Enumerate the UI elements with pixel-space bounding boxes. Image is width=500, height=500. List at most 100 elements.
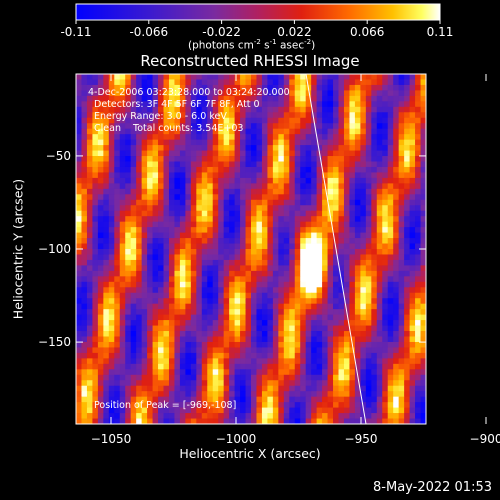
heatmap-cell: [147, 227, 153, 233]
heatmap-cell: [125, 320, 132, 326]
heatmap-cell: [294, 331, 301, 337]
heatmap-cell: [371, 396, 378, 403]
heatmap-cell: [152, 205, 159, 212]
heatmap-cell: [207, 106, 214, 113]
heatmap-cell: [404, 363, 410, 370]
heatmap-cell: [343, 188, 350, 195]
heatmap-cell: [218, 396, 225, 403]
heatmap-cell: [152, 358, 159, 365]
heatmap-cell: [152, 183, 159, 190]
heatmap-cell: [103, 407, 110, 414]
heatmap-cell: [294, 320, 301, 326]
heatmap-cell: [163, 139, 170, 146]
heatmap-cell: [185, 128, 192, 135]
heatmap-cell: [354, 84, 361, 91]
heatmap-cell: [76, 303, 82, 310]
heatmap-cell: [343, 117, 350, 124]
heatmap-cell: [360, 391, 367, 398]
heatmap-cell: [229, 259, 235, 266]
heatmap-cell: [261, 352, 268, 359]
heatmap-cell: [382, 243, 389, 250]
heatmap-cell: [294, 205, 301, 212]
heatmap-cell: [152, 74, 159, 80]
heatmap-cell: [371, 183, 378, 190]
heatmap-cell: [283, 139, 290, 146]
heatmap-cell: [168, 374, 175, 381]
heatmap-cell: [360, 314, 367, 321]
heatmap-cell: [305, 363, 312, 370]
heatmap-cell: [267, 227, 274, 233]
heatmap-cell: [212, 79, 219, 86]
heatmap-cell: [86, 374, 93, 381]
heatmap-cell: [185, 396, 192, 403]
heatmap-cell: [114, 177, 121, 184]
heatmap-cell: [398, 292, 405, 299]
heatmap-cell: [152, 374, 159, 381]
heatmap-cell: [354, 166, 361, 173]
heatmap-cell: [360, 177, 367, 184]
heatmap-cell: [97, 352, 104, 359]
heatmap-cell: [81, 79, 88, 86]
heatmap-cell: [152, 385, 159, 392]
heatmap-cell: [218, 199, 225, 206]
heatmap-cell: [387, 320, 394, 326]
heatmap-cell: [223, 336, 230, 343]
heatmap-cell: [229, 183, 235, 190]
heatmap-cell: [185, 385, 192, 392]
heatmap-cell: [404, 79, 410, 86]
heatmap-cell: [409, 249, 416, 255]
heatmap-cell: [229, 95, 235, 102]
heatmap-cell: [76, 259, 82, 266]
heatmap-cell: [103, 79, 110, 86]
heatmap-cell: [147, 188, 153, 195]
heatmap-cell: [294, 249, 301, 255]
heatmap-cell: [267, 259, 274, 266]
heatmap-cell: [283, 325, 290, 332]
heatmap-cell: [338, 232, 345, 239]
heatmap-cell: [333, 79, 339, 86]
heatmap-cell: [398, 259, 405, 266]
heatmap-cell: [136, 341, 143, 348]
heatmap-cell: [371, 84, 378, 91]
heatmap-cell: [251, 385, 257, 392]
heatmap-cell: [371, 309, 378, 316]
heatmap-cell: [338, 95, 345, 102]
heatmap-cell: [256, 199, 263, 206]
heatmap-cell: [360, 369, 367, 376]
heatmap-cell: [196, 418, 203, 425]
heatmap-cell: [393, 134, 400, 141]
heatmap-cell: [76, 117, 82, 124]
heatmap-cell: [333, 413, 339, 419]
heatmap-cell: [185, 84, 192, 91]
heatmap-cell: [283, 363, 290, 370]
heatmap-cell: [147, 74, 153, 80]
heatmap-cell: [278, 287, 285, 294]
heatmap-cell: [349, 79, 356, 86]
heatmap-cell: [76, 232, 82, 239]
heatmap-cell: [119, 380, 126, 387]
heatmap-cell: [261, 161, 268, 168]
heatmap-cell: [168, 407, 175, 414]
heatmap-cell: [409, 320, 416, 326]
heatmap-cell: [207, 134, 214, 141]
heatmap-cell: [223, 276, 230, 283]
y-tick-label: −150: [38, 335, 71, 349]
heatmap-cell: [251, 221, 257, 228]
heatmap-cell: [163, 418, 170, 425]
heatmap-cell: [223, 249, 230, 255]
heatmap-cell: [305, 150, 312, 157]
heatmap-cell: [267, 320, 274, 326]
heatmap-cell: [141, 281, 148, 288]
heatmap-cell: [333, 259, 339, 266]
heatmap-cell: [92, 74, 99, 80]
heatmap-cell: [207, 205, 214, 212]
heatmap-cell: [393, 188, 400, 195]
heatmap-cell: [141, 134, 148, 141]
heatmap-cell: [305, 407, 312, 414]
heatmap-cell: [327, 287, 334, 294]
heatmap-cell: [196, 380, 203, 387]
heatmap-cell: [398, 352, 405, 359]
heatmap-cell: [300, 254, 307, 261]
heatmap-cell: [278, 134, 285, 141]
heatmap-cell: [420, 347, 427, 354]
